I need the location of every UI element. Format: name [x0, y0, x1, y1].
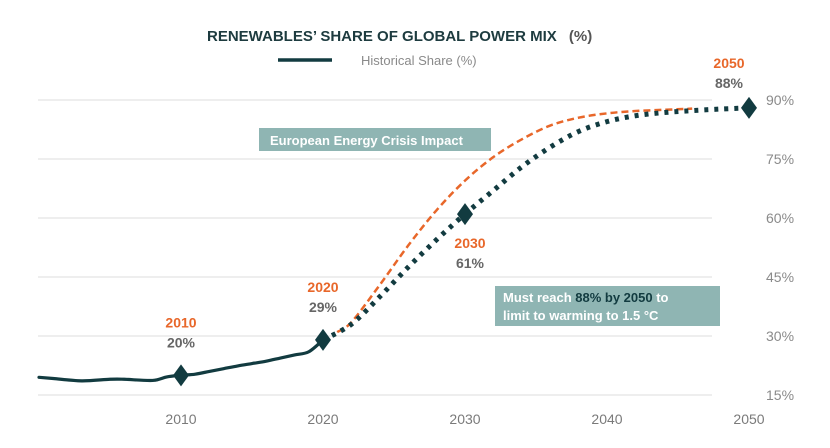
legend-label-historical: Historical Share (%) — [361, 53, 477, 68]
annotation-target-post: to — [653, 290, 669, 305]
x-tick-label: 2040 — [591, 411, 622, 427]
annotation-target-highlight: 88% by 2050 — [575, 290, 652, 305]
y-tick-label: 30% — [766, 328, 794, 344]
series-line-solid — [37, 338, 325, 383]
grid — [38, 99, 712, 396]
x-tick-label: 2020 — [307, 411, 338, 427]
milestone-year-2050: 2050 — [713, 55, 744, 71]
annotation-target: Must reach 88% by 2050 to limit to warmi… — [495, 286, 720, 326]
x-axis: 2010 2020 2030 2040 2050 — [165, 411, 764, 427]
series-line-dotted — [321, 105, 750, 343]
milestone-value-2020: 29% — [309, 299, 338, 315]
y-tick-label: 45% — [766, 269, 794, 285]
annotation-crisis: European Energy Crisis Impact — [259, 128, 491, 151]
annotation-target-pre: Must reach — [503, 290, 575, 305]
y-tick-label: 15% — [766, 387, 794, 403]
milestone-year-2020: 2020 — [307, 279, 338, 295]
annotation-crisis-box — [259, 128, 491, 151]
milestone-year-2030: 2030 — [454, 235, 485, 251]
milestones-layer: 2010 20% 2020 29% 2030 61% 2050 88% — [165, 55, 757, 387]
milestone-value-2050: 88% — [715, 75, 744, 91]
y-tick-label: 60% — [766, 210, 794, 226]
chart-title-main: RENEWABLES’ SHARE OF GLOBAL POWER MIX — [207, 28, 557, 45]
y-tick-label: 90% — [766, 92, 794, 108]
annotation-target-box — [495, 286, 720, 326]
chart-title: RENEWABLES’ SHARE OF GLOBAL POWER MIX (%… — [207, 28, 592, 45]
y-axis: 15% 30% 45% 60% 75% 90% — [766, 92, 794, 403]
chart-title-unit: (%) — [569, 28, 592, 45]
x-tick-label: 2050 — [733, 411, 764, 427]
milestone-marker-2050 — [741, 96, 757, 119]
series-line-dashed — [336, 107, 693, 334]
milestone-value-2010: 20% — [167, 334, 196, 350]
annotation-crisis-text: European Energy Crisis Impact — [270, 133, 464, 148]
annotation-target-line1: Must reach 88% by 2050 to — [503, 290, 669, 305]
milestone-year-2010: 2010 — [165, 314, 196, 330]
milestone-marker-2010 — [173, 364, 189, 387]
x-tick-label: 2010 — [165, 411, 196, 427]
series-layer — [37, 105, 750, 383]
annotation-target-line2: limit to warming to 1.5 °C — [503, 308, 659, 323]
y-tick-label: 75% — [766, 151, 794, 167]
milestone-value-2030: 61% — [456, 255, 485, 271]
milestone-marker-2030 — [457, 203, 473, 226]
x-tick-label: 2030 — [449, 411, 480, 427]
milestone-marker-2020 — [315, 328, 331, 351]
